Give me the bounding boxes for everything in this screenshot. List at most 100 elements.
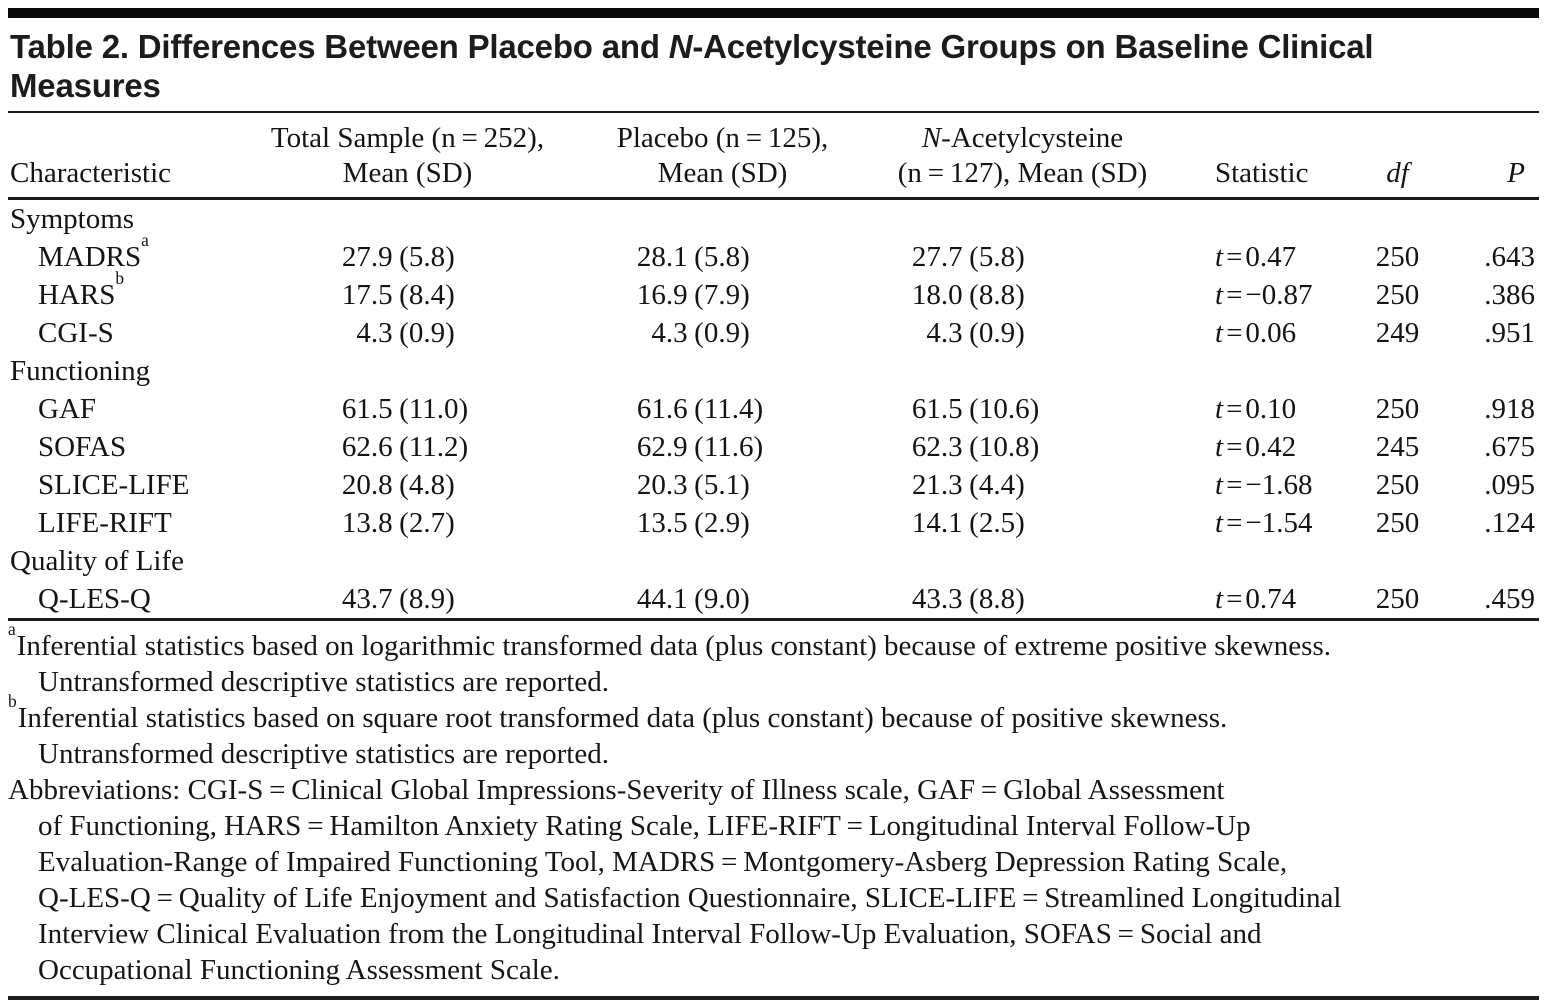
row-label: CGI-S [8, 314, 250, 352]
sd-value: (0.9) [694, 317, 750, 349]
total-sample-header-line1: Total Sample (n = 252), [270, 122, 545, 154]
cell-df: 250 [1375, 393, 1420, 425]
mean-value: 4.3 [651, 317, 688, 349]
cell-nac: 14.1 (2.5) [880, 504, 1165, 542]
cell-df: 250 [1375, 469, 1420, 501]
cell-nac: 4.3 (0.9) [880, 314, 1165, 352]
sd-value: (11.2) [399, 431, 469, 463]
mean-value: 18.0 [911, 279, 963, 311]
t-symbol: t [1215, 317, 1224, 349]
cell-statistic: t = 0.06 [1165, 314, 1355, 352]
t-value: 0.42 [1245, 431, 1297, 463]
table-header-row: Characteristic Total Sample (n = 252), M… [8, 113, 1539, 197]
table-title: Table 2. Differences Between Placebo and… [10, 27, 1539, 105]
header-divider-rule [8, 197, 1539, 200]
section-label: Symptoms [10, 203, 135, 235]
cell-p: .675 [1484, 431, 1535, 463]
title-divider-rule [8, 111, 1539, 113]
mean-value: 27.7 [911, 241, 963, 273]
table-row: CGI-S 4.3 (0.9) 4.3 (0.9) 4.3 (0.9) t = 0.06 … [8, 314, 1539, 352]
t-value: −1.68 [1245, 469, 1313, 501]
abbreviations-line: of Functioning, HARS = Hamilton Anxiety … [38, 810, 1251, 842]
cell-total-sample: 4.3 (0.9) [250, 314, 565, 352]
cell-placebo: 4.3 (0.9) [565, 314, 880, 352]
row-label-text: SOFAS [38, 431, 127, 463]
cell-placebo: 13.5 (2.9) [565, 504, 880, 542]
sd-value: (2.7) [399, 507, 455, 539]
placebo-header-line1: Placebo (n = 125), [616, 122, 829, 154]
t-value: 0.74 [1245, 583, 1297, 615]
cell-nac: 21.3 (4.4) [880, 466, 1165, 504]
cell-placebo: 62.9 (11.6) [565, 428, 880, 466]
footnote-a: aInferential statistics based on logarit… [8, 620, 1539, 700]
cell-df: 250 [1375, 279, 1420, 311]
mean-value: 4.3 [926, 317, 963, 349]
cell-p: .459 [1484, 583, 1535, 615]
cell-statistic: t = 0.47 [1165, 238, 1355, 276]
table-row: SLICE-LIFE 20.8 (4.8) 20.3 (5.1) 21.3 (4.4)… [8, 466, 1539, 504]
footnote-text: Inferential statistics based on square r… [17, 702, 1228, 734]
footnote-marker: a [8, 618, 16, 639]
cell-statistic: t = −0.87 [1165, 276, 1355, 314]
sd-value: (0.9) [399, 317, 455, 349]
t-value: 0.06 [1245, 317, 1297, 349]
cell-p: .951 [1484, 317, 1535, 349]
table-row: MADRSa 27.9 (5.8) 28.1 (5.8) 27.7 (5.8) t = 0… [8, 231, 1539, 276]
mean-value: 14.1 [911, 507, 963, 539]
mean-value: 62.3 [911, 431, 963, 463]
abbreviations-line: Occupational Functioning Assessment Scal… [38, 954, 560, 986]
mean-value: 13.5 [636, 507, 688, 539]
cell-statistic: t = −1.54 [1165, 504, 1355, 542]
sd-value: (11.4) [694, 393, 764, 425]
sd-value: (5.8) [969, 241, 1025, 273]
row-label: LIFE-RIFT [8, 504, 250, 542]
row-label: GAF [8, 390, 250, 428]
sd-value: (9.0) [694, 583, 750, 615]
sd-value: (4.8) [399, 469, 455, 501]
section-label: Quality of Life [10, 545, 184, 577]
column-header-statistic: Statistic [1215, 157, 1309, 189]
mean-value: 13.8 [341, 507, 393, 539]
sd-value: (7.9) [694, 279, 750, 311]
footnote-marker: b [115, 267, 125, 288]
mean-value: 4.3 [356, 317, 393, 349]
footnote-marker: a [141, 229, 149, 250]
mean-value: 62.6 [341, 431, 393, 463]
sd-value: (5.8) [694, 241, 750, 273]
row-label: SOFAS [8, 428, 250, 466]
column-header-nac: N-Acetylcysteine (n = 127), Mean (SD) [880, 121, 1165, 191]
abbreviations-line: Q-LES-Q = Quality of Life Enjoyment and … [38, 882, 1342, 914]
sd-value: (8.8) [969, 279, 1025, 311]
t-symbol: t [1215, 279, 1224, 311]
mean-value: 16.9 [636, 279, 688, 311]
equals-sign: = [1226, 507, 1243, 539]
nac-header-line2: (n = 127), Mean (SD) [897, 157, 1148, 189]
table-bottom-rule [8, 996, 1539, 1000]
mean-value: 20.8 [341, 469, 393, 501]
mean-value: 43.7 [341, 583, 393, 615]
row-label-text: CGI-S [38, 317, 114, 349]
t-symbol: t [1215, 583, 1224, 615]
sd-value: (8.9) [399, 583, 455, 615]
table-section-row: Functioning [8, 352, 1539, 390]
table-title-line2: Measures [10, 67, 161, 104]
equals-sign: = [1226, 431, 1243, 463]
table-row: LIFE-RIFT 13.8 (2.7) 13.5 (2.9) 14.1 (2.5) … [8, 504, 1539, 542]
mean-value: 61.6 [636, 393, 688, 425]
cell-placebo: 20.3 (5.1) [565, 466, 880, 504]
table-section-row: Quality of Life [8, 542, 1539, 580]
column-header-total-sample: Total Sample (n = 252), Mean (SD) [250, 121, 565, 191]
cell-total-sample: 61.5 (11.0) [250, 390, 565, 428]
title-text: Table 2. Differences Between Placebo and [10, 28, 669, 65]
footnote-marker: b [8, 690, 17, 711]
cell-statistic: t = −1.68 [1165, 466, 1355, 504]
mean-value: 21.3 [911, 469, 963, 501]
cell-nac: 18.0 (8.8) [880, 276, 1165, 314]
sd-value: (0.9) [969, 317, 1025, 349]
sd-value: (10.8) [969, 431, 1040, 463]
cell-p: .124 [1484, 507, 1535, 539]
row-label-text: MADRS [38, 241, 142, 273]
equals-sign: = [1226, 393, 1243, 425]
equals-sign: = [1226, 583, 1243, 615]
